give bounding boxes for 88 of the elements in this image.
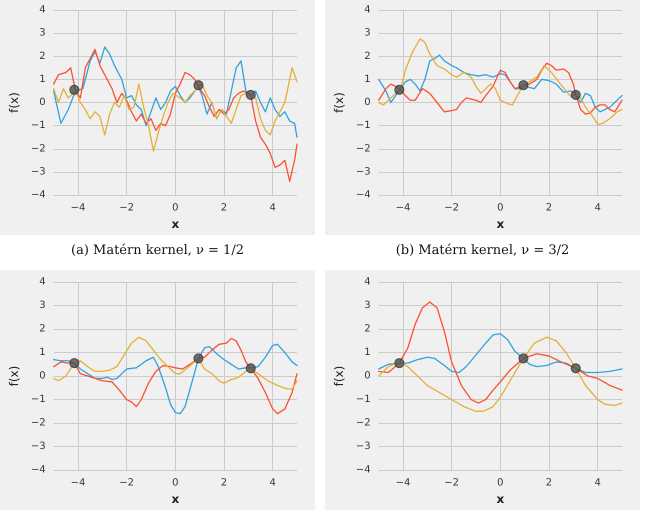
x-tick-label: 0 [497, 202, 504, 214]
x-axis-title: x [171, 217, 180, 231]
point [394, 84, 404, 95]
y-tick-label: 1 [39, 347, 46, 358]
y-tick-label: −3 [356, 441, 371, 452]
y-tick-label: 4 [39, 4, 46, 16]
y-tick-label: 1 [39, 74, 46, 85]
x-tick-label: 4 [269, 202, 276, 214]
line-series [378, 333, 623, 374]
y-tick-label: −1 [356, 120, 371, 132]
x-tick-label: 0 [172, 202, 179, 214]
point [246, 90, 256, 100]
x-tick-label: 4 [594, 478, 601, 489]
y-tick-label: −3 [30, 441, 46, 452]
y-tick-label: 2 [39, 324, 46, 335]
y-tick-label: 3 [364, 28, 371, 39]
x-tick-label: 2 [546, 202, 552, 214]
point [570, 90, 581, 100]
point [193, 353, 204, 364]
line-series [52, 336, 298, 390]
point [246, 363, 256, 374]
y-axis-title: f(x) [332, 366, 346, 386]
x-tick-label: −4 [70, 478, 86, 489]
x-tick-label: 4 [594, 202, 601, 214]
x-tick-label: −4 [396, 478, 410, 489]
x-tick-label: −4 [70, 202, 86, 214]
x-tick-label: −2 [119, 202, 134, 214]
y-tick-label: −2 [30, 418, 46, 429]
y-tick-label: 4 [39, 276, 46, 288]
x-tick-label: −2 [119, 478, 134, 489]
y-tick-label: 2 [39, 50, 46, 62]
y-tick-label: −4 [356, 190, 371, 201]
x-tick-label: 2 [546, 478, 552, 489]
y-tick-label: −4 [30, 190, 46, 201]
y-tick-label: 2 [364, 324, 371, 335]
y-tick-label: −4 [356, 464, 371, 476]
x-tick-label: 2 [220, 202, 228, 214]
x-axis-title: x [171, 492, 180, 506]
y-tick-label: 3 [39, 300, 46, 312]
text: (a) Matérn kernel, ν = 1/2 [70, 243, 245, 258]
line-series [52, 48, 298, 182]
y-tick-label: 0 [39, 97, 46, 108]
x-axis-title: x [496, 492, 504, 506]
point [69, 84, 80, 95]
line-series [378, 336, 623, 412]
y-tick-label: 3 [39, 28, 46, 39]
text: (b) Matérn kernel, ν = 3/2 [394, 243, 570, 258]
x-tick-label: −2 [444, 478, 460, 489]
point [518, 353, 528, 364]
line-series [52, 46, 298, 138]
x-tick-label: −4 [396, 202, 410, 214]
y-tick-label: −3 [356, 166, 371, 178]
y-tick-label: 0 [364, 97, 371, 108]
y-tick-label: −2 [356, 418, 371, 429]
y-axis-title: f(x) [7, 366, 21, 386]
y-tick-label: −1 [356, 394, 371, 406]
point [394, 358, 404, 368]
y-tick-label: −3 [30, 166, 46, 178]
line-series [378, 62, 623, 115]
y-tick-label: 3 [364, 300, 371, 312]
y-axis-title: f(x) [332, 92, 346, 113]
point [69, 358, 80, 368]
x-tick-label: −2 [444, 202, 460, 214]
y-tick-label: 0 [39, 370, 46, 382]
y-tick-label: −1 [30, 394, 46, 406]
point [570, 363, 581, 374]
y-tick-label: 4 [364, 276, 371, 288]
y-tick-label: −2 [30, 143, 46, 154]
point [193, 80, 204, 90]
y-tick-label: −4 [30, 464, 46, 476]
y-tick-label: −2 [356, 143, 371, 154]
line-series [52, 67, 298, 152]
y-tick-label: 1 [364, 347, 371, 358]
x-tick-label: 4 [269, 478, 276, 489]
y-tick-label: −1 [30, 120, 46, 132]
line-series [378, 301, 623, 404]
x-tick-label: 0 [497, 478, 504, 489]
point [518, 80, 528, 90]
x-tick-label: 0 [172, 478, 179, 489]
y-tick-label: 1 [364, 74, 371, 85]
y-tick-label: 2 [364, 50, 371, 62]
line-series [378, 38, 623, 126]
y-axis-title: f(x) [7, 92, 21, 113]
y-tick-label: 0 [364, 370, 371, 382]
line-series [378, 54, 623, 112]
x-tick-label: 2 [220, 478, 228, 489]
y-tick-label: 4 [364, 4, 371, 16]
x-axis-title: x [496, 217, 504, 231]
